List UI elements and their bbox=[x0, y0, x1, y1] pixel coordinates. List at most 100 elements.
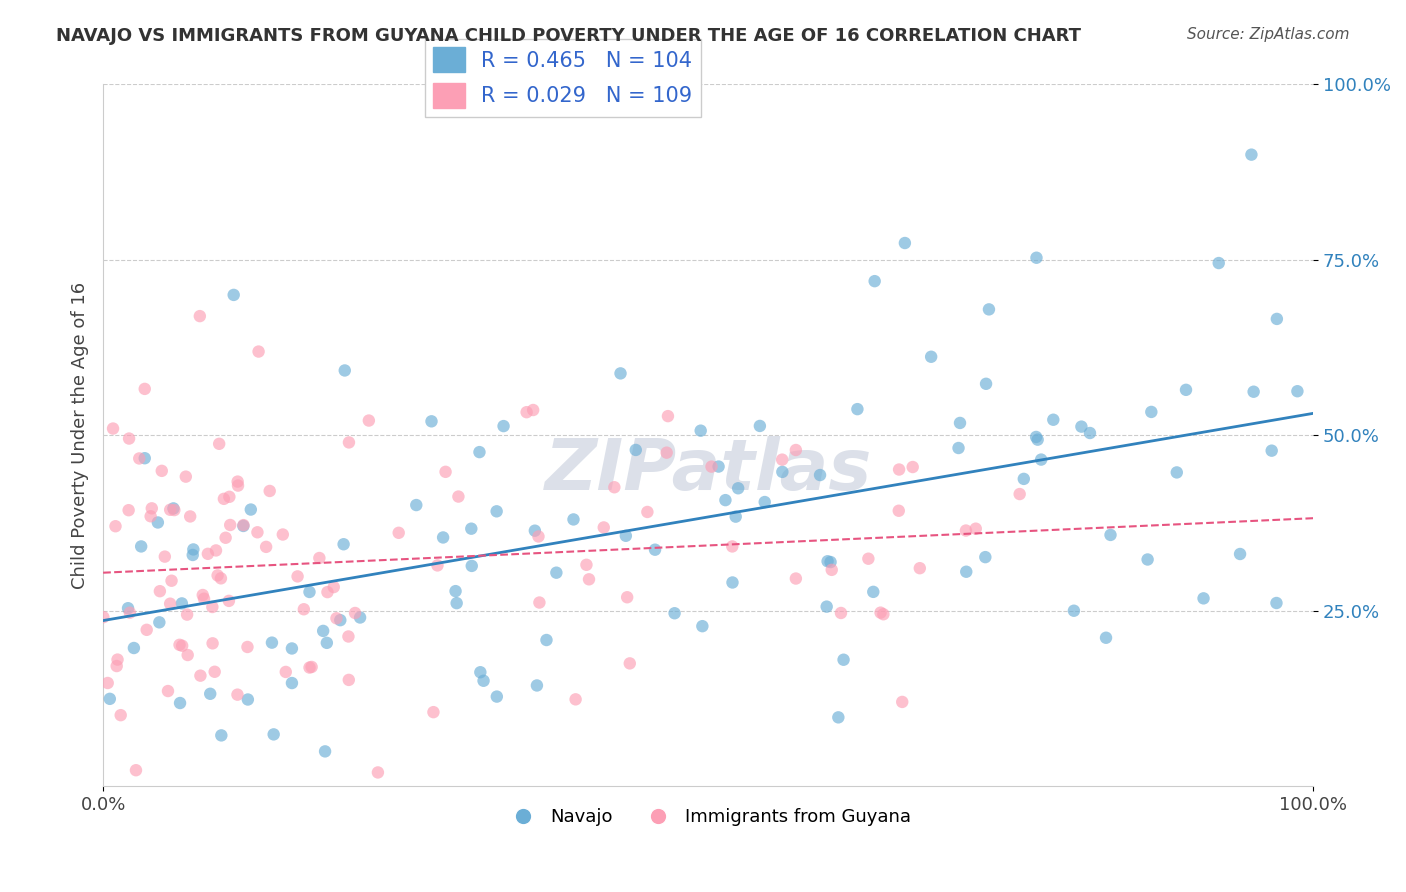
Immigrants from Guyana bbox=[785, 572, 807, 586]
Navajo bbox=[470, 665, 492, 680]
Navajo bbox=[1042, 413, 1064, 427]
Immigrants from Guyana bbox=[134, 382, 156, 396]
Navajo bbox=[1031, 452, 1053, 467]
Immigrants from Guyana bbox=[700, 459, 723, 474]
Navajo bbox=[420, 414, 443, 428]
Navajo bbox=[485, 504, 508, 518]
Navajo bbox=[314, 744, 336, 758]
Immigrants from Guyana bbox=[232, 518, 254, 533]
Immigrants from Guyana bbox=[1008, 487, 1031, 501]
Navajo bbox=[444, 584, 467, 599]
Y-axis label: Child Poverty Under the Age of 16: Child Poverty Under the Age of 16 bbox=[72, 282, 89, 589]
Navajo bbox=[523, 524, 546, 538]
Navajo bbox=[1166, 466, 1188, 480]
Immigrants from Guyana bbox=[201, 636, 224, 650]
Navajo bbox=[181, 548, 204, 562]
Navajo bbox=[461, 558, 484, 573]
Immigrants from Guyana bbox=[325, 611, 347, 625]
Immigrants from Guyana bbox=[141, 501, 163, 516]
Immigrants from Guyana bbox=[337, 435, 360, 450]
Navajo bbox=[239, 502, 262, 516]
Immigrants from Guyana bbox=[105, 659, 128, 673]
Immigrants from Guyana bbox=[159, 597, 181, 611]
Immigrants from Guyana bbox=[201, 599, 224, 614]
Immigrants from Guyana bbox=[179, 509, 201, 524]
Navajo bbox=[332, 537, 354, 551]
Navajo bbox=[1175, 383, 1198, 397]
Legend: Navajo, Immigrants from Guyana: Navajo, Immigrants from Guyana bbox=[498, 801, 918, 834]
Navajo bbox=[405, 498, 427, 512]
Navajo bbox=[1140, 405, 1163, 419]
Navajo bbox=[609, 367, 631, 381]
Navajo bbox=[664, 606, 686, 620]
Immigrants from Guyana bbox=[301, 660, 323, 674]
Navajo bbox=[862, 585, 884, 599]
Immigrants from Guyana bbox=[657, 409, 679, 424]
Navajo bbox=[281, 641, 304, 656]
Navajo bbox=[817, 554, 839, 568]
Navajo bbox=[485, 690, 508, 704]
Immigrants from Guyana bbox=[153, 549, 176, 564]
Immigrants from Guyana bbox=[516, 405, 538, 419]
Navajo bbox=[1026, 433, 1049, 447]
Immigrants from Guyana bbox=[616, 591, 638, 605]
Immigrants from Guyana bbox=[197, 547, 219, 561]
Immigrants from Guyana bbox=[287, 569, 309, 583]
Immigrants from Guyana bbox=[891, 695, 914, 709]
Immigrants from Guyana bbox=[176, 648, 198, 662]
Navajo bbox=[260, 635, 283, 649]
Immigrants from Guyana bbox=[422, 705, 444, 719]
Immigrants from Guyana bbox=[163, 503, 186, 517]
Navajo bbox=[472, 673, 495, 688]
Immigrants from Guyana bbox=[274, 665, 297, 679]
Navajo bbox=[298, 585, 321, 599]
Immigrants from Guyana bbox=[872, 607, 894, 622]
Immigrants from Guyana bbox=[247, 344, 270, 359]
Immigrants from Guyana bbox=[529, 595, 551, 609]
Navajo bbox=[770, 465, 793, 479]
Immigrants from Guyana bbox=[208, 437, 231, 451]
Navajo bbox=[312, 624, 335, 638]
Text: NAVAJO VS IMMIGRANTS FROM GUYANA CHILD POVERTY UNDER THE AGE OF 16 CORRELATION C: NAVAJO VS IMMIGRANTS FROM GUYANA CHILD P… bbox=[56, 27, 1081, 45]
Navajo bbox=[1099, 528, 1122, 542]
Immigrants from Guyana bbox=[193, 591, 215, 606]
Immigrants from Guyana bbox=[388, 525, 411, 540]
Immigrants from Guyana bbox=[603, 480, 626, 494]
Immigrants from Guyana bbox=[887, 462, 910, 476]
Navajo bbox=[832, 653, 855, 667]
Navajo bbox=[200, 687, 222, 701]
Navajo bbox=[1078, 425, 1101, 440]
Navajo bbox=[1012, 472, 1035, 486]
Immigrants from Guyana bbox=[901, 460, 924, 475]
Immigrants from Guyana bbox=[207, 568, 229, 582]
Immigrants from Guyana bbox=[209, 571, 232, 585]
Navajo bbox=[281, 676, 304, 690]
Immigrants from Guyana bbox=[150, 464, 173, 478]
Navajo bbox=[644, 542, 666, 557]
Navajo bbox=[846, 402, 869, 417]
Immigrants from Guyana bbox=[308, 551, 330, 566]
Immigrants from Guyana bbox=[965, 522, 987, 536]
Immigrants from Guyana bbox=[135, 623, 157, 637]
Navajo bbox=[1243, 384, 1265, 399]
Navajo bbox=[146, 516, 169, 530]
Navajo bbox=[333, 363, 356, 377]
Immigrants from Guyana bbox=[160, 574, 183, 588]
Immigrants from Guyana bbox=[218, 490, 240, 504]
Navajo bbox=[222, 288, 245, 302]
Navajo bbox=[526, 678, 548, 692]
Navajo bbox=[1208, 256, 1230, 270]
Immigrants from Guyana bbox=[246, 525, 269, 540]
Navajo bbox=[692, 619, 714, 633]
Immigrants from Guyana bbox=[125, 763, 148, 777]
Navajo bbox=[170, 596, 193, 610]
Navajo bbox=[1286, 384, 1309, 399]
Immigrants from Guyana bbox=[887, 504, 910, 518]
Navajo bbox=[974, 376, 997, 391]
Immigrants from Guyana bbox=[564, 692, 586, 706]
Navajo bbox=[169, 696, 191, 710]
Navajo bbox=[955, 565, 977, 579]
Navajo bbox=[1136, 552, 1159, 566]
Immigrants from Guyana bbox=[190, 668, 212, 682]
Navajo bbox=[1063, 604, 1085, 618]
